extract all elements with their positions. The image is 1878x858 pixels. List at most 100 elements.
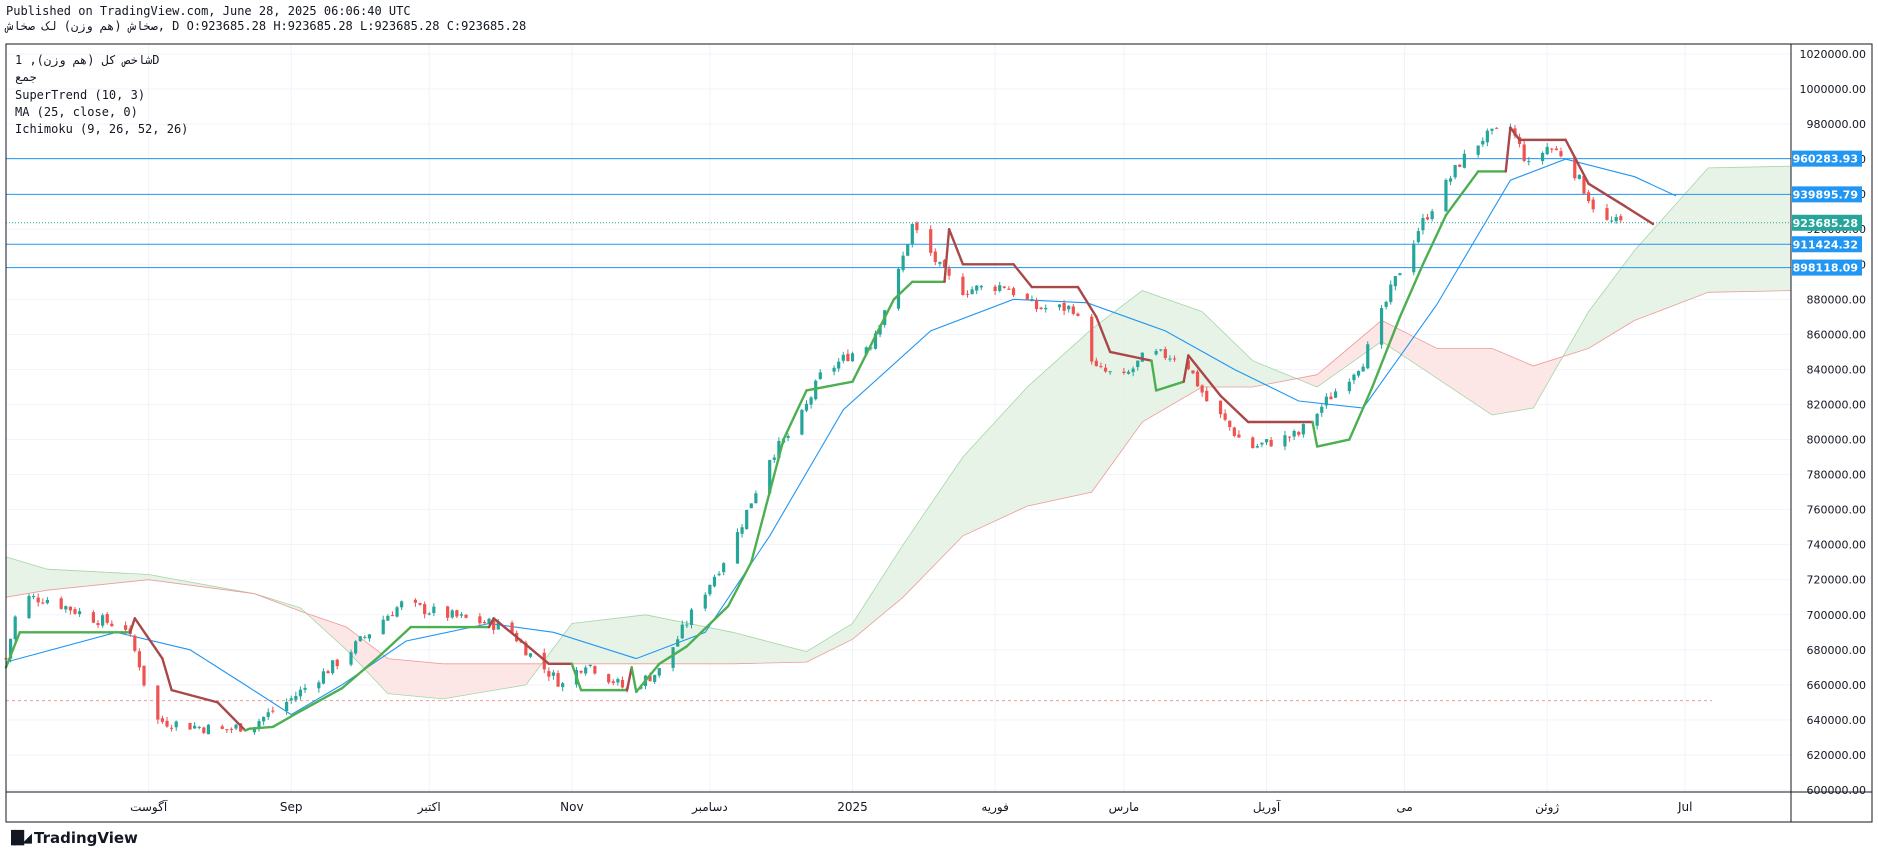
candle-up — [294, 695, 298, 700]
candle-up — [1159, 349, 1163, 351]
candle-up — [331, 660, 335, 674]
supertrend-segment — [129, 617, 137, 634]
candle-up — [588, 664, 592, 666]
candle-up — [906, 244, 910, 256]
tradingview-logo-icon: ▐█◢ — [6, 830, 32, 846]
candle-up — [496, 621, 500, 630]
price-tick-label: 840000.00 — [1807, 363, 1867, 376]
candle-down — [1522, 144, 1526, 161]
supertrend-segment — [299, 687, 344, 713]
time-axis[interactable]: آگوست Sep اکتبر Nov دسامبر 2025 فوریه مارس آوریل… — [130, 799, 1692, 815]
candle-up — [1324, 396, 1328, 406]
candle-down — [1494, 127, 1499, 129]
candle-up — [717, 573, 721, 576]
candle-up — [910, 224, 914, 245]
candle-up — [551, 672, 556, 676]
candle-up — [712, 576, 717, 587]
candle-down — [413, 599, 418, 603]
cloud-bullish — [544, 290, 1299, 664]
candle-down — [1195, 371, 1200, 387]
time-tick-label: Jul — [1677, 800, 1692, 814]
supertrend-segment — [1315, 438, 1351, 448]
candle-up — [616, 679, 620, 683]
candle-up — [754, 493, 758, 504]
legend-supertrend[interactable]: SuperTrend (10, 3) — [15, 88, 146, 102]
candle-down — [1186, 360, 1190, 370]
candle-up — [317, 682, 321, 689]
candle-up — [289, 698, 293, 701]
candle-up — [1057, 304, 1062, 308]
candle-down — [1605, 208, 1609, 220]
supertrend-segment — [1421, 214, 1448, 266]
ichimoku-cloud — [5, 165, 1792, 700]
candle-up — [1264, 439, 1269, 443]
candle-up — [1379, 308, 1384, 345]
candle-up — [832, 367, 836, 372]
price-badge-label: 911424.32 — [1793, 238, 1858, 251]
supertrend-segment — [782, 389, 808, 441]
candle-down — [133, 635, 137, 651]
candle-down — [271, 710, 275, 712]
candle-down — [1094, 360, 1098, 367]
legend-ma[interactable]: MA (25, close, 0) — [15, 105, 138, 119]
candle-up — [768, 460, 772, 494]
legend-ichimoku[interactable]: Ichimoku (9, 26, 52, 26) — [15, 122, 189, 136]
candle-up — [979, 285, 983, 288]
candle-up — [64, 606, 68, 610]
tradingview-brand[interactable]: ▐█◢ TradingView — [6, 829, 138, 847]
candle-down — [170, 727, 174, 729]
candle-up — [584, 667, 588, 674]
price-badge — [1792, 236, 1862, 253]
candle-up — [1389, 284, 1393, 303]
candle-up — [1131, 368, 1135, 373]
price-badge-label: 939895.79 — [1793, 188, 1858, 201]
candle-up — [1430, 211, 1434, 220]
candle-up — [354, 641, 358, 654]
supertrend-segment — [1012, 263, 1034, 289]
candle-down — [547, 671, 551, 677]
candle-down — [1002, 286, 1006, 288]
candle-up — [1260, 442, 1264, 445]
candles — [4, 123, 1623, 735]
supertrend-segment — [851, 298, 896, 383]
cloud-edge — [5, 165, 1792, 700]
candle-up — [252, 727, 257, 733]
chart-background — [6, 44, 1872, 822]
candle-up — [400, 601, 404, 608]
price-tick-label: 760000.00 — [1807, 504, 1867, 517]
candle-down — [335, 659, 339, 667]
candle-down — [165, 720, 169, 727]
supertrend-segment — [1398, 263, 1425, 319]
time-tick-label: ژوئن — [1535, 800, 1559, 815]
supertrend-segment — [1219, 394, 1250, 424]
candle-up — [777, 441, 781, 459]
candle-down — [492, 619, 496, 630]
candle-down — [1251, 437, 1255, 449]
candle-up — [878, 325, 882, 335]
cloud-bullish — [6, 556, 310, 617]
candle-up — [1292, 430, 1296, 437]
time-tick-label: اکتبر — [417, 800, 441, 815]
cloud-bearish — [1298, 320, 1566, 415]
candle-up — [671, 647, 675, 668]
candle-up — [298, 689, 303, 697]
price-badge — [1792, 259, 1862, 276]
candle-up — [998, 285, 1002, 291]
candle-up — [432, 606, 436, 614]
candle-down — [156, 685, 160, 720]
candle-up — [1352, 374, 1356, 381]
legend-symbol[interactable]: شاخص کل (هم وزن), 1D — [15, 53, 160, 67]
price-tick-label: 680000.00 — [1807, 644, 1867, 657]
candle-down — [1458, 164, 1462, 167]
supertrend-segment — [524, 643, 551, 666]
candle-down — [1172, 358, 1177, 360]
candle-down — [73, 609, 77, 614]
candle-down — [1205, 390, 1209, 402]
candle-up — [1320, 406, 1324, 413]
candle-up — [841, 354, 845, 361]
candle-down — [1062, 302, 1066, 311]
ohlc-line: صخاش (هم وزن) لک صخاش, D O:923685.28 H:9… — [6, 19, 527, 33]
candle-down — [160, 718, 165, 722]
price-tick-label: 600000.00 — [1807, 784, 1867, 797]
